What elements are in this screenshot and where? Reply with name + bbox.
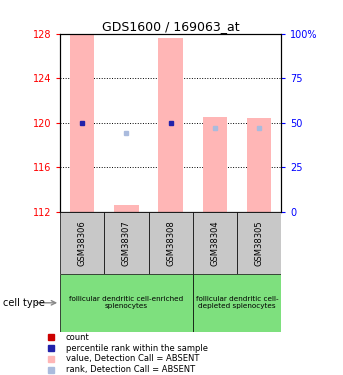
- Bar: [60, 274, 193, 332]
- Bar: [158, 38, 183, 212]
- Bar: [247, 118, 271, 212]
- Text: GSM38306: GSM38306: [78, 220, 87, 266]
- Bar: [203, 117, 227, 212]
- Text: follicular dendritic cell-
depleted splenocytes: follicular dendritic cell- depleted sple…: [196, 296, 278, 309]
- Bar: [70, 34, 94, 212]
- Text: cell type: cell type: [3, 298, 45, 308]
- Text: GSM38305: GSM38305: [255, 220, 264, 266]
- Text: count: count: [66, 333, 90, 342]
- Bar: [193, 274, 281, 332]
- Bar: [114, 205, 139, 212]
- Bar: [237, 212, 281, 274]
- Title: GDS1600 / 169063_at: GDS1600 / 169063_at: [102, 20, 239, 33]
- Bar: [149, 212, 193, 274]
- Text: GSM38307: GSM38307: [122, 220, 131, 266]
- Bar: [104, 212, 149, 274]
- Text: follicular dendritic cell-enriched
splenocytes: follicular dendritic cell-enriched splen…: [69, 296, 184, 309]
- Text: rank, Detection Call = ABSENT: rank, Detection Call = ABSENT: [66, 365, 195, 374]
- Text: GSM38308: GSM38308: [166, 220, 175, 266]
- Bar: [193, 212, 237, 274]
- Bar: [60, 212, 104, 274]
- Text: value, Detection Call = ABSENT: value, Detection Call = ABSENT: [66, 354, 199, 363]
- Text: percentile rank within the sample: percentile rank within the sample: [66, 344, 208, 352]
- Text: GSM38304: GSM38304: [210, 220, 220, 266]
